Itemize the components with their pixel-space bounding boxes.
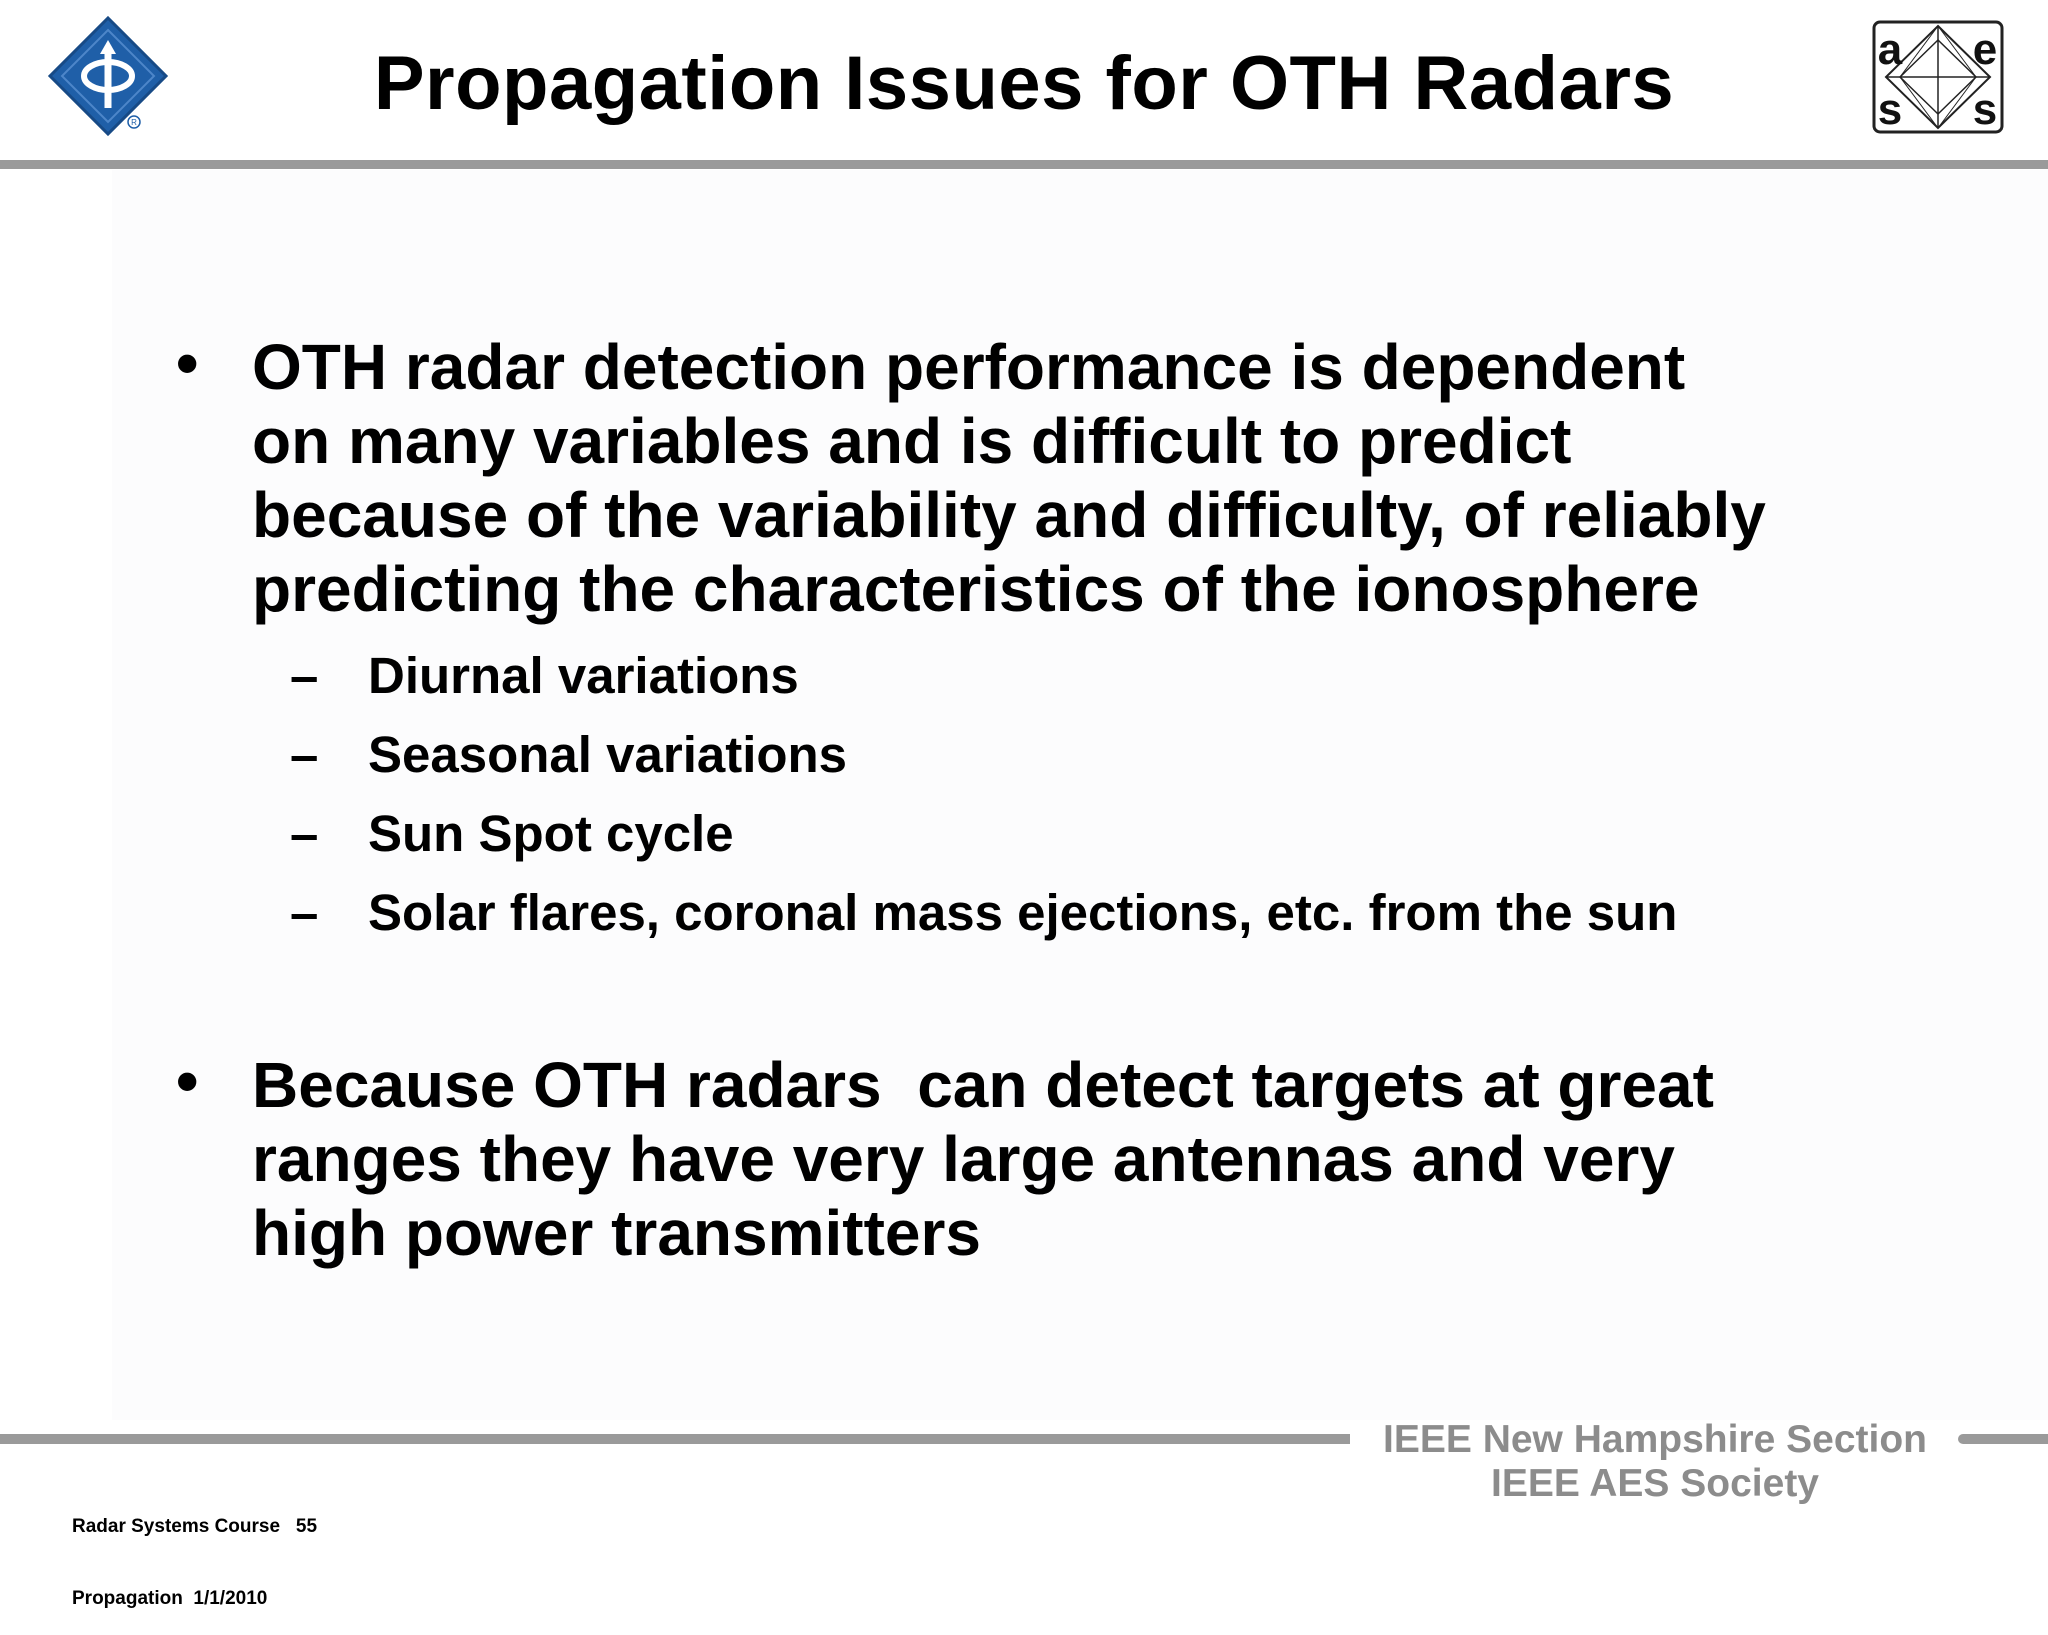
bullet-2-line-2: ranges they have very large antennas and… xyxy=(252,1123,1675,1195)
ieee-diamond-logo-icon: R xyxy=(47,16,169,137)
sub-bullet-item: – Seasonal variations xyxy=(290,715,1910,794)
bullet-1-line-2: on many variables and is difficult to pr… xyxy=(252,405,1572,477)
aes-logo-letter-s-right: s xyxy=(1973,85,1997,134)
dash-symbol: – xyxy=(290,726,319,783)
aes-logo-letter-e: e xyxy=(1973,25,1997,74)
footer-course-info: Radar Systems Course 55 Propagation 1/1/… xyxy=(72,1467,317,1635)
sub-bullet-text: Solar flares, coronal mass ejections, et… xyxy=(368,884,1678,941)
sub-bullet-text: Sun Spot cycle xyxy=(368,805,734,862)
footer-topic-line: Propagation 1/1/2010 xyxy=(72,1588,268,1609)
slide-title: Propagation Issues for OTH Radars xyxy=(373,41,1675,126)
aes-society-logo-icon: a e s s xyxy=(1872,20,2004,134)
bullet-list: • OTH radar detection performance is dep… xyxy=(170,327,1910,1270)
footer-organization: IEEE New Hampshire Section IEEE AES Soci… xyxy=(1340,1418,1970,1506)
bullet-symbol: • xyxy=(176,327,199,399)
footer-org-line-1: IEEE New Hampshire Section xyxy=(1382,1418,1927,1461)
footer-divider-right xyxy=(1958,1434,2048,1444)
header-divider xyxy=(0,160,2048,169)
sub-bullet-item: – Solar flares, coronal mass ejections, … xyxy=(290,873,1910,952)
dash-symbol: – xyxy=(290,805,319,862)
dash-symbol: – xyxy=(290,884,319,941)
sub-bullet-item: – Diurnal variations xyxy=(290,636,1910,715)
slide-background xyxy=(112,170,2048,1420)
sub-bullet-text: Diurnal variations xyxy=(368,647,799,704)
footer-course-line: Radar Systems Course 55 xyxy=(72,1516,318,1537)
bullet-symbol: • xyxy=(176,1045,199,1117)
bullet-2-line-3: high power transmitters xyxy=(252,1197,981,1269)
sub-bullet-list: – Diurnal variations – Seasonal variatio… xyxy=(170,636,1910,952)
footer-divider-left xyxy=(0,1434,1350,1444)
dash-symbol: – xyxy=(290,647,319,704)
sub-bullet-item: – Sun Spot cycle xyxy=(290,794,1910,873)
aes-logo-letter-s-left: s xyxy=(1878,85,1902,134)
bullet-item-2: • Because OTH radars can detect targets … xyxy=(170,1045,1910,1270)
footer-org-line-2: IEEE AES Society xyxy=(1490,1462,1819,1505)
bullet-1-line-3: because of the variability and difficult… xyxy=(252,479,1766,551)
bullet-1-line-4: predicting the characteristics of the io… xyxy=(252,553,1700,625)
bullet-2-line-1: Because OTH radars can detect targets at… xyxy=(252,1049,1714,1121)
sub-bullet-text: Seasonal variations xyxy=(368,726,848,783)
svg-text:R: R xyxy=(131,118,137,127)
aes-logo-letter-a: a xyxy=(1878,25,1903,74)
bullet-1-line-1: OTH radar detection performance is depen… xyxy=(252,331,1686,403)
bullet-item-1: • OTH radar detection performance is dep… xyxy=(170,327,1910,626)
